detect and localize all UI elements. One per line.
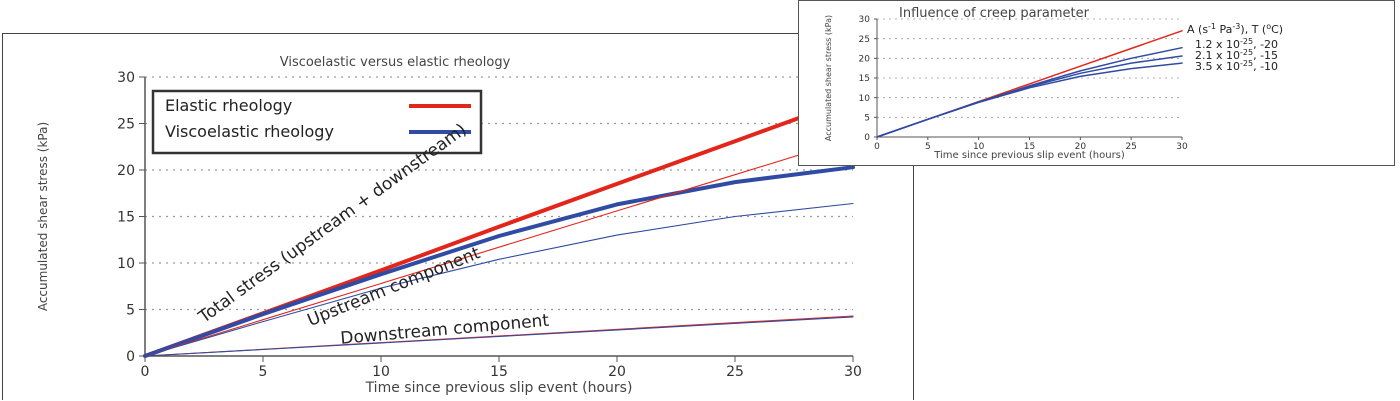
y-axis-label: Accumulated shear stress (kPa) (36, 122, 50, 311)
inset-legend-header: A (s-1 Pa-3), T (oC) (1187, 22, 1283, 36)
y-tick-label: 15 (859, 74, 870, 84)
series-label-tail: , -10 (1253, 60, 1278, 73)
y-tick-label: 0 (864, 133, 870, 143)
legend: Elastic rheology Viscoelastic rheology (151, 89, 483, 155)
inset-series-label: 3.5 x 10-25, -10 (1195, 59, 1278, 73)
y-tick-label: 30 (117, 70, 135, 86)
x-tick-label: 30 (844, 364, 862, 380)
x-tick-label: 10 (973, 142, 985, 152)
viscoelastic-downstream-line (144, 316, 854, 357)
x-axis-label: Time since previous slip event (hours) (365, 380, 633, 396)
x-tick-label: 0 (874, 142, 880, 152)
main-chart-svg: 0 5 10 15 20 25 30 0 5 10 15 20 25 30 Viscoelastic ver… (36, 55, 862, 396)
x-tick-label: 10 (372, 364, 390, 380)
x-tick-label: 20 (608, 364, 626, 380)
series-label-tail: , -20 (1253, 38, 1278, 51)
y-axis-label: Accumulated shear stress (kPa) (824, 15, 833, 141)
legend-header-sup: -1 (1208, 22, 1216, 31)
x-tick-label: 0 (141, 364, 150, 380)
legend-header-sup: -3 (1232, 22, 1240, 31)
y-tick-label: 20 (117, 163, 135, 179)
main-chart-panel: 0 5 10 15 20 25 30 0 5 10 15 20 25 30 Viscoelastic ver… (2, 33, 914, 400)
inset-chart-svg: 0 5 10 15 20 25 30 0 5 10 15 20 25 30 Influence of cre… (824, 6, 1283, 161)
y-tick-label: 25 (859, 35, 870, 45)
legend-label: Elastic rheology (165, 96, 292, 115)
series-label-exp: -25 (1240, 48, 1253, 57)
legend-header-sup: o (1266, 22, 1271, 31)
inset-series-label: 1.2 x 10-25, -20 (1195, 37, 1278, 51)
series-label-tail: , -15 (1253, 49, 1278, 62)
x-tick-label: 25 (726, 364, 744, 380)
legend-box (151, 89, 483, 155)
x-axis-label: Time since previous slip event (hours) (933, 150, 1125, 161)
legend-header-part: C) (1271, 23, 1283, 36)
y-tick-label: 30 (859, 15, 871, 25)
y-tick-label: 10 (859, 94, 871, 104)
series-label-exp: -25 (1240, 59, 1253, 68)
series-1-line (876, 46, 1183, 138)
legend-header-part: A (s (1187, 23, 1208, 36)
inset-chart-panel: 0 5 10 15 20 25 30 0 5 10 15 20 25 30 Influence of cre… (798, 0, 1395, 166)
series-label-base: 1.2 x 10 (1195, 38, 1240, 51)
legend-header-part: Pa (1216, 23, 1232, 36)
x-tick-label: 20 (1075, 142, 1087, 152)
y-tick-label: 5 (864, 113, 870, 123)
series-label-exp: -25 (1240, 37, 1253, 46)
viscoelastic-total-line (143, 165, 855, 358)
y-tick-label: 0 (126, 349, 135, 365)
y-tick-label: 25 (117, 116, 135, 132)
inset-series-label: 2.1 x 10-25, -15 (1195, 48, 1278, 62)
y-tick-label: 5 (126, 302, 135, 318)
x-tick-label: 15 (1024, 142, 1035, 152)
legend-label: Viscoelastic rheology (165, 122, 334, 141)
annotation-label: Downstream component (340, 311, 551, 349)
series-3-line (876, 62, 1183, 138)
y-tick-label: 10 (117, 256, 135, 272)
y-tick-label: 15 (117, 209, 135, 225)
x-tick-label: 5 (259, 364, 268, 380)
x-tick-label: 25 (1125, 142, 1136, 152)
chart-title: Influence of creep parameter (899, 6, 1090, 21)
series-label-base: 2.1 x 10 (1195, 49, 1240, 62)
x-tick-label: 30 (1176, 142, 1188, 152)
chart-title: Viscoelastic versus elastic rheology (280, 55, 511, 70)
elastic-upstream-line (144, 137, 854, 357)
x-tick-label: 15 (490, 364, 508, 380)
x-tick-label: 5 (925, 142, 931, 152)
series-label-base: 3.5 x 10 (1195, 60, 1240, 73)
legend-header-part: ), T ( (1240, 23, 1266, 36)
viscoelastic-upstream-line (144, 202, 854, 357)
y-tick-label: 20 (859, 54, 871, 64)
